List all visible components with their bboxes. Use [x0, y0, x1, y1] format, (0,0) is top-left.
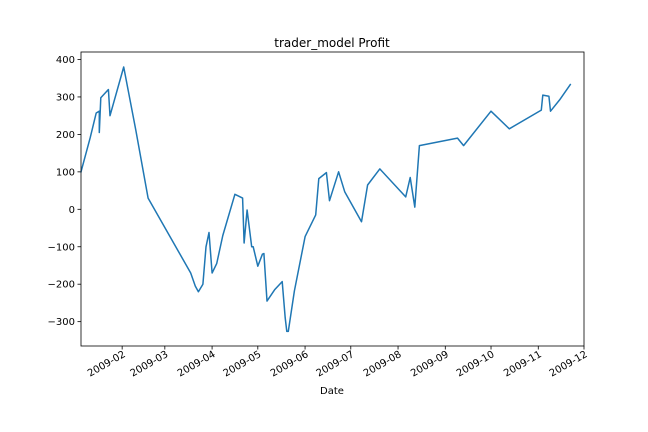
y-tick-label: 300 [56, 92, 75, 103]
y-tick-label: −300 [48, 317, 75, 328]
y-tick-label: 0 [69, 205, 75, 216]
x-tick-label: 2009-09 [409, 349, 451, 379]
x-tick-label: 2009-06 [269, 349, 311, 379]
y-tick-label: 400 [56, 55, 75, 66]
x-axis-label: Date [320, 386, 344, 397]
x-tick-label: 2009-05 [222, 349, 264, 379]
x-tick-label: 2009-02 [86, 349, 128, 379]
y-tick-label: −100 [48, 242, 75, 253]
x-tick-label: 2009-04 [176, 349, 218, 379]
chart-title: trader_model Profit [274, 36, 390, 50]
y-tick-label: 200 [56, 130, 75, 141]
x-tick-label: 2009-07 [315, 349, 357, 379]
x-tick-label: 2009-08 [362, 349, 404, 379]
x-tick-label: 2009-11 [502, 349, 544, 379]
y-tick-label: 100 [56, 167, 75, 178]
x-tick-label: 2009-03 [129, 349, 171, 379]
y-tick-label: −200 [48, 280, 75, 291]
plot-frame [80, 51, 585, 347]
profit-series-line [80, 66, 572, 333]
x-tick-label: 2009-12 [548, 349, 590, 379]
x-tick-label: 2009-10 [455, 349, 497, 379]
